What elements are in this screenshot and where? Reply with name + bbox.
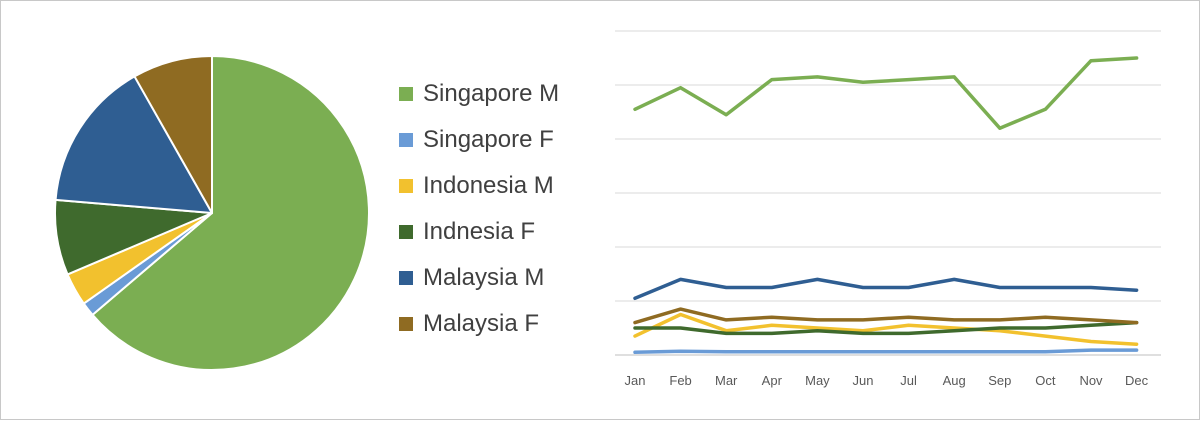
pie-slice-malaysia-f — [133, 55, 213, 214]
legend-swatch — [399, 317, 413, 331]
legend-label: Singapore M — [423, 80, 560, 107]
legend-label: Singapore F — [423, 126, 554, 153]
legend-item-malaysia-f: Malaysia F — [399, 301, 589, 347]
pie-legend: Singapore M Singapore F Indonesia M Indn… — [399, 71, 589, 347]
legend-item-indnesia-f: Indnesia F — [399, 209, 589, 255]
x-tick-label: Nov — [1079, 373, 1103, 388]
x-tick-label: May — [805, 373, 830, 388]
x-tick-label: Sep — [988, 373, 1011, 388]
x-tick-label: Jun — [853, 373, 874, 388]
legend-swatch — [399, 87, 413, 101]
x-tick-label: Jan — [625, 373, 646, 388]
series-line-singapore-m — [633, 56, 1139, 130]
x-tick-label: Oct — [1035, 373, 1056, 388]
legend-item-malaysia-m: Malaysia M — [399, 255, 589, 301]
line-chart: Jan Feb Mar Apr May Jun Jul Aug Sep Oct Nov Dec — [615, 30, 1161, 388]
series-line-singapore-f — [633, 348, 1139, 355]
legend-swatch — [399, 225, 413, 239]
series-line-malaysia-m — [633, 277, 1139, 301]
legend-label: Indonesia M — [423, 172, 554, 199]
legend-label: Indnesia F — [423, 218, 536, 245]
legend-item-singapore-m: Singapore M — [399, 71, 589, 117]
legend-swatch — [399, 179, 413, 193]
legend-item-singapore-f: Singapore F — [399, 117, 589, 163]
x-tick-label: Aug — [943, 373, 966, 388]
pie-slice-singapore-m — [91, 55, 370, 371]
x-tick-label: Apr — [762, 373, 783, 388]
legend-swatch — [399, 133, 413, 147]
series-line-malaysia-f — [633, 307, 1139, 325]
pie-chart — [54, 55, 370, 371]
pie-slice-malaysia-m — [54, 75, 213, 214]
x-tick-label: Feb — [669, 373, 691, 388]
legend-label: Malaysia F — [423, 310, 540, 337]
series-line-indnesia-f — [633, 320, 1139, 336]
x-tick-label: Jul — [900, 373, 917, 388]
series-line-indonesia-m — [633, 312, 1139, 346]
legend-item-indonesia-m: Indonesia M — [399, 163, 589, 209]
x-tick-label: Dec — [1125, 373, 1149, 388]
legend-label: Malaysia M — [423, 264, 545, 291]
legend-swatch — [399, 271, 413, 285]
x-tick-label: Mar — [715, 373, 738, 388]
